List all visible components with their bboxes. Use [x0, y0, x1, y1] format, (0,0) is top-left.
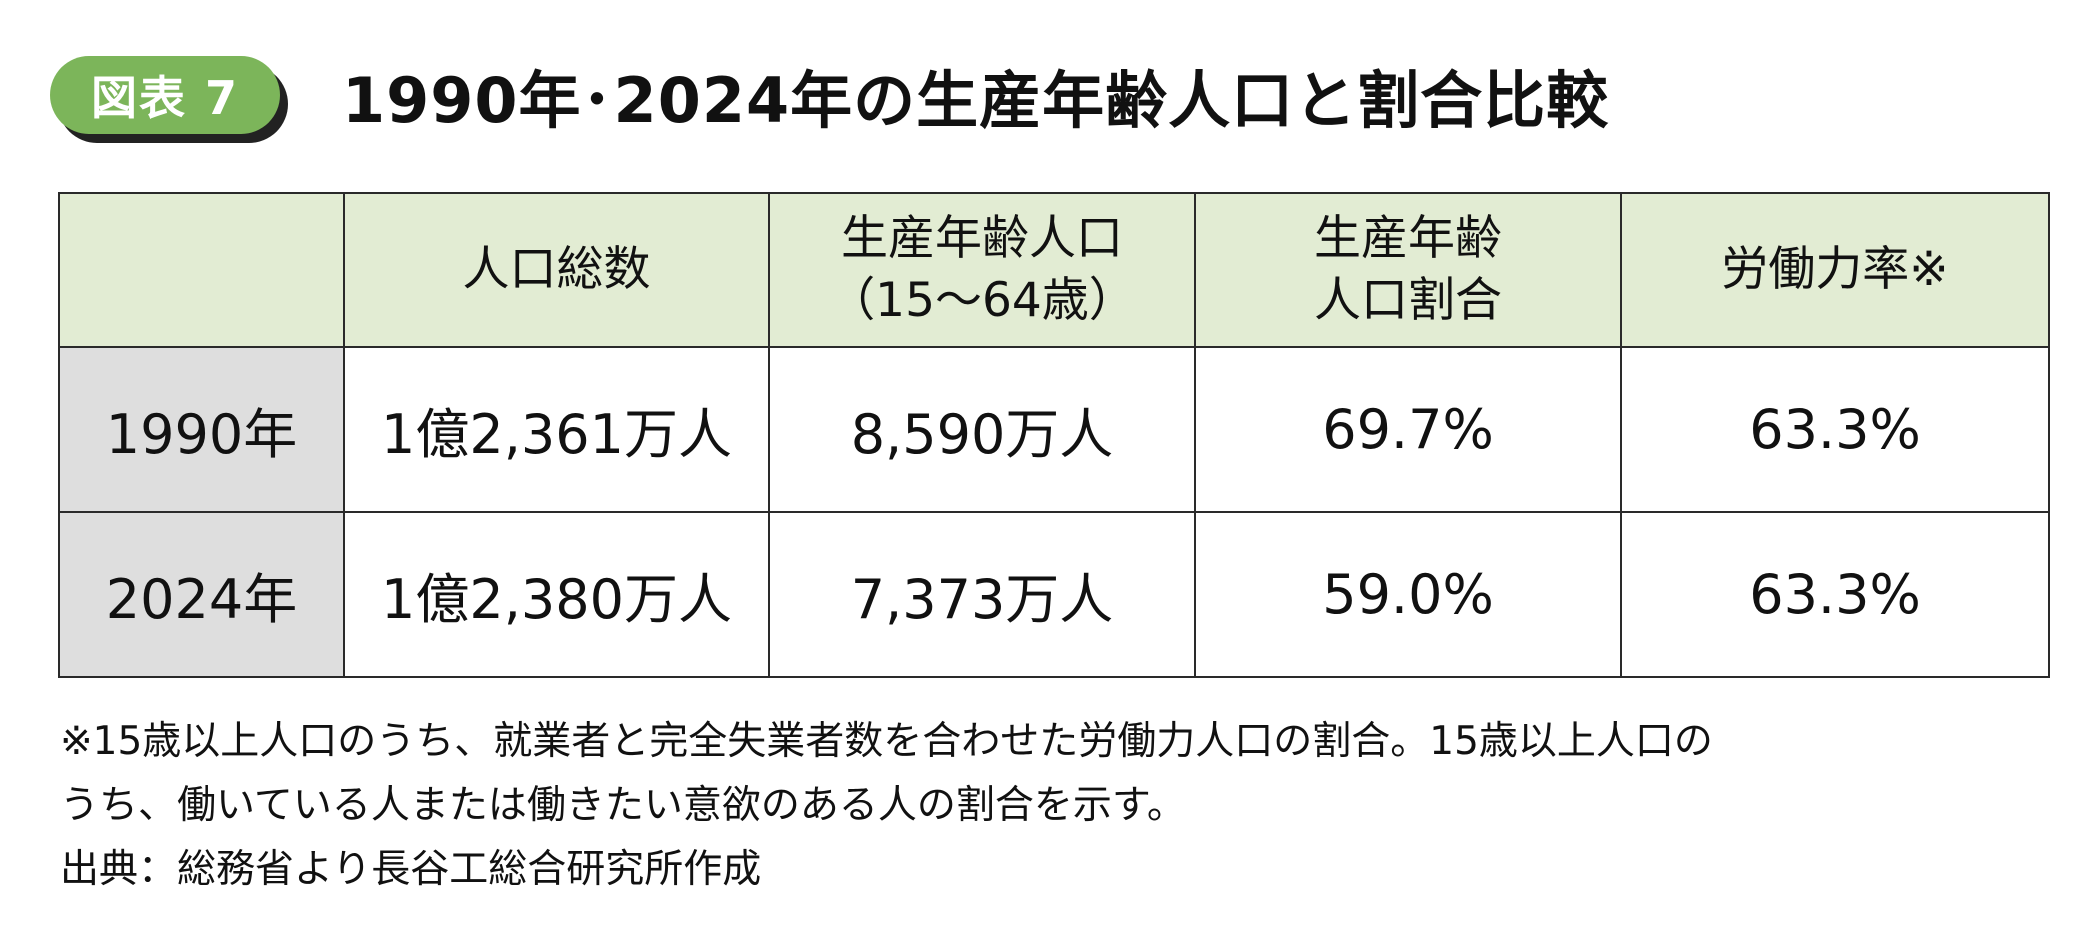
header-working-age-population: 生産年齢人口 （15〜64歳）: [768, 192, 1196, 348]
table-header-row: 人口総数 生産年齢人口 （15〜64歳） 生産年齢 人口割合 労働力率※: [58, 192, 2050, 348]
header-total-population: 人口総数: [343, 192, 770, 348]
comparison-table: 人口総数 生産年齢人口 （15〜64歳） 生産年齢 人口割合 労働力率※ 199…: [58, 192, 2050, 678]
figure-header: 図表 7 1990年･2024年の生産年齢人口と割合比較: [50, 50, 1610, 143]
header-labor-force-rate: 労働力率※: [1620, 192, 2050, 348]
footnotes: ※15歳以上人口のうち、就業者と完全失業者数を合わせた労働力人口の割合。15歳以…: [60, 710, 2060, 902]
row-year-2024: 2024年: [58, 511, 345, 678]
table-row: 2024年 1億2,380万人 7,373万人 59.0% 63.3%: [58, 511, 2050, 678]
cell-labor-force-rate: 63.3%: [1620, 511, 2050, 678]
figure-title: 1990年･2024年の生産年齢人口と割合比較: [342, 64, 1610, 137]
row-year-1990: 1990年: [58, 346, 345, 513]
figure-badge-label: 図表 7: [50, 56, 280, 134]
cell-working-age-ratio: 59.0%: [1194, 511, 1622, 678]
figure-badge: 図表 7: [50, 56, 288, 143]
cell-total-population: 1億2,380万人: [343, 511, 770, 678]
cell-total-population: 1億2,361万人: [343, 346, 770, 513]
cell-working-age-population: 8,590万人: [768, 346, 1196, 513]
header-corner-cell: [58, 192, 345, 348]
cell-working-age-population: 7,373万人: [768, 511, 1196, 678]
source-note: 出典：総務省より長谷工総合研究所作成: [60, 847, 762, 892]
header-working-age-population-line2: （15〜64歳）: [828, 273, 1136, 328]
header-working-age-ratio-line2: 人口割合: [1314, 273, 1502, 328]
header-labor-force-rate-label: 労働力率※: [1721, 241, 1949, 297]
header-total-population-label: 人口総数: [462, 241, 651, 297]
cell-labor-force-rate: 63.3%: [1620, 346, 2050, 513]
footnote-line-2: うち、働いている人または働きたい意欲のある人の割合を示す。: [60, 783, 1186, 828]
table-row: 1990年 1億2,361万人 8,590万人 69.7% 63.3%: [58, 346, 2050, 513]
footnote-line-1: ※15歳以上人口のうち、就業者と完全失業者数を合わせた労働力人口の割合。15歳以…: [60, 719, 1713, 764]
header-working-age-ratio-line1: 生産年齢: [1314, 210, 1502, 266]
header-working-age-ratio: 生産年齢 人口割合: [1194, 192, 1622, 348]
cell-working-age-ratio: 69.7%: [1194, 346, 1622, 513]
header-working-age-population-line1: 生産年齢人口: [841, 210, 1123, 266]
